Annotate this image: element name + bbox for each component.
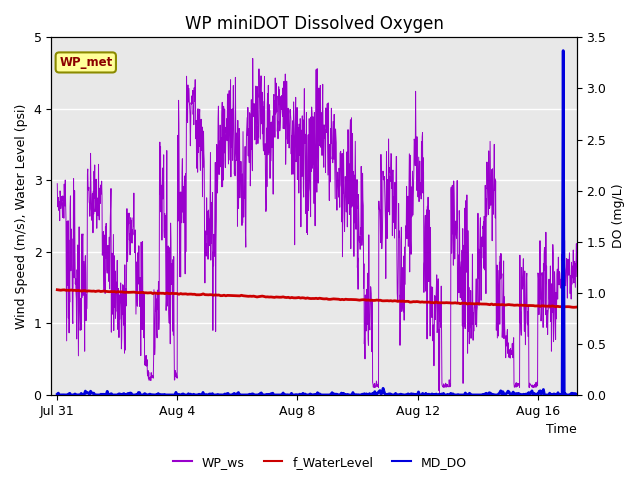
Legend: WP_ws, f_WaterLevel, MD_DO: WP_ws, f_WaterLevel, MD_DO (168, 451, 472, 474)
Y-axis label: Wind Speed (m/s), Water Level (psi): Wind Speed (m/s), Water Level (psi) (15, 104, 28, 329)
X-axis label: Time: Time (546, 423, 577, 436)
Title: WP miniDOT Dissolved Oxygen: WP miniDOT Dissolved Oxygen (184, 15, 444, 33)
Y-axis label: DO (mg/L): DO (mg/L) (612, 184, 625, 249)
Text: WP_met: WP_met (59, 56, 113, 69)
